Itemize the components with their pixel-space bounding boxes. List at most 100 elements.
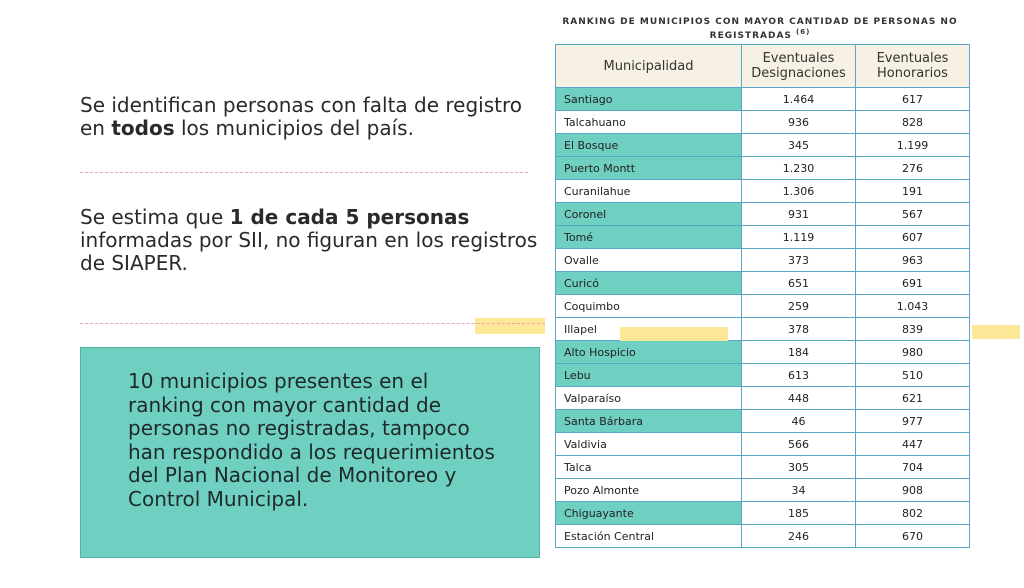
cell-value: 1.464 <box>741 87 856 111</box>
cell-value: 46 <box>741 409 856 433</box>
cell-value: 963 <box>855 248 970 272</box>
cell-value: 184 <box>741 340 856 364</box>
text: informadas por SII, no figuran en los re… <box>80 228 538 275</box>
cell-value: 448 <box>741 386 856 410</box>
cell-value: 259 <box>741 294 856 318</box>
title-note: (6) <box>796 28 811 36</box>
cell-value: 1.043 <box>855 294 970 318</box>
column-header: Eventuales Designaciones <box>741 44 856 88</box>
text: Se estima que <box>80 205 230 229</box>
table-row: El Bosque 345 1.199 <box>555 133 970 157</box>
highlight-mark <box>972 325 1020 339</box>
table-row: Estación Central 246 670 <box>555 524 970 548</box>
municipality: Santiago <box>555 87 742 111</box>
cell-value: 828 <box>855 110 970 134</box>
cell-value: 345 <box>741 133 856 157</box>
cell-value: 621 <box>855 386 970 410</box>
municipality: El Bosque <box>555 133 742 157</box>
cell-value: 704 <box>855 455 970 479</box>
table-row: Valdivia 566 447 <box>555 432 970 456</box>
municipality: Valparaíso <box>555 386 742 410</box>
column-header: Municipalidad <box>555 44 742 88</box>
cell-value: 510 <box>855 363 970 387</box>
ranking-table: Municipalidad Eventuales Designaciones Eve… <box>555 44 970 548</box>
highlight-mark <box>475 318 545 334</box>
cell-value: 617 <box>855 87 970 111</box>
cell-value: 373 <box>741 248 856 272</box>
cell-value: 802 <box>855 501 970 525</box>
municipality: Chiguayante <box>555 501 742 525</box>
cell-value: 839 <box>855 317 970 341</box>
cell-value: 305 <box>741 455 856 479</box>
title-text: RANKING DE MUNICIPIOS CON MAYOR CANTIDAD… <box>562 17 958 41</box>
paragraph: Se estima que 1 de cada 5 personas infor… <box>80 206 550 275</box>
table-row: Curicó 651 691 <box>555 271 970 295</box>
table-row: Santa Bárbara 46 977 <box>555 409 970 433</box>
municipality: Pozo Almonte <box>555 478 742 502</box>
divider <box>80 172 528 173</box>
municipality: Talca <box>555 455 742 479</box>
municipality: Estación Central <box>555 524 742 548</box>
text: Se identifican personas con falta de reg… <box>80 93 523 140</box>
divider <box>80 323 545 324</box>
table-row: Lebu 613 510 <box>555 363 970 387</box>
cell-value: 1.199 <box>855 133 970 157</box>
table-title: RANKING DE MUNICIPIOS CON MAYOR CANTIDAD… <box>560 17 960 41</box>
table-row: Talca 305 704 <box>555 455 970 479</box>
bold-text: todos <box>111 116 175 140</box>
table-row: Alto Hospicio 184 980 <box>555 340 970 364</box>
cell-value: 566 <box>741 432 856 456</box>
cell-value: 1.119 <box>741 225 856 249</box>
cell-value: 191 <box>855 179 970 203</box>
table-row: Tomé 1.119 607 <box>555 225 970 249</box>
text: los municipios del país. <box>174 116 414 140</box>
table-row: Illapel 378 839 <box>555 317 970 341</box>
table-row: Chiguayante 185 802 <box>555 501 970 525</box>
municipality: Alto Hospicio <box>555 340 742 364</box>
cell-value: 613 <box>741 363 856 387</box>
cell-value: 691 <box>855 271 970 295</box>
cell-value: 980 <box>855 340 970 364</box>
cell-value: 34 <box>741 478 856 502</box>
highlight-mark <box>620 327 728 341</box>
cell-value: 276 <box>855 156 970 180</box>
municipality: Puerto Montt <box>555 156 742 180</box>
callout-box: 10 municipios presentes en el ranking co… <box>80 347 540 558</box>
table-row: Talcahuano 936 828 <box>555 110 970 134</box>
bold-text: 1 de cada 5 personas <box>229 205 470 229</box>
municipality: Curicó <box>555 271 742 295</box>
callout-text: 10 municipios presentes en el ranking co… <box>128 369 495 511</box>
cell-value: 246 <box>741 524 856 548</box>
table-row: Coronel 931 567 <box>555 202 970 226</box>
table-row: Valparaíso 448 621 <box>555 386 970 410</box>
cell-value: 651 <box>741 271 856 295</box>
cell-value: 185 <box>741 501 856 525</box>
cell-value: 378 <box>741 317 856 341</box>
cell-value: 931 <box>741 202 856 226</box>
cell-value: 1.306 <box>741 179 856 203</box>
header-row: Municipalidad Eventuales Designaciones Eve… <box>555 44 970 88</box>
municipality: Santa Bárbara <box>555 409 742 433</box>
paragraph: Se identifican personas con falta de reg… <box>80 94 550 140</box>
municipality: Ovalle <box>555 248 742 272</box>
cell-value: 670 <box>855 524 970 548</box>
cell-value: 977 <box>855 409 970 433</box>
cell-value: 447 <box>855 432 970 456</box>
municipality: Coronel <box>555 202 742 226</box>
column-header: Eventuales Honorarios <box>855 44 970 88</box>
municipality: Lebu <box>555 363 742 387</box>
cell-value: 1.230 <box>741 156 856 180</box>
table-body: Santiago 1.464 617 Talcahuano 936 828 El Bosqu… <box>555 87 970 548</box>
table-row: Santiago 1.464 617 <box>555 87 970 111</box>
municipality: Valdivia <box>555 432 742 456</box>
municipality: Curanilahue <box>555 179 742 203</box>
cell-value: 908 <box>855 478 970 502</box>
table-row: Pozo Almonte 34 908 <box>555 478 970 502</box>
municipality: Tomé <box>555 225 742 249</box>
table-row: Coquimbo 259 1.043 <box>555 294 970 318</box>
municipality: Coquimbo <box>555 294 742 318</box>
municipality: Talcahuano <box>555 110 742 134</box>
cell-value: 567 <box>855 202 970 226</box>
table-row: Curanilahue 1.306 191 <box>555 179 970 203</box>
